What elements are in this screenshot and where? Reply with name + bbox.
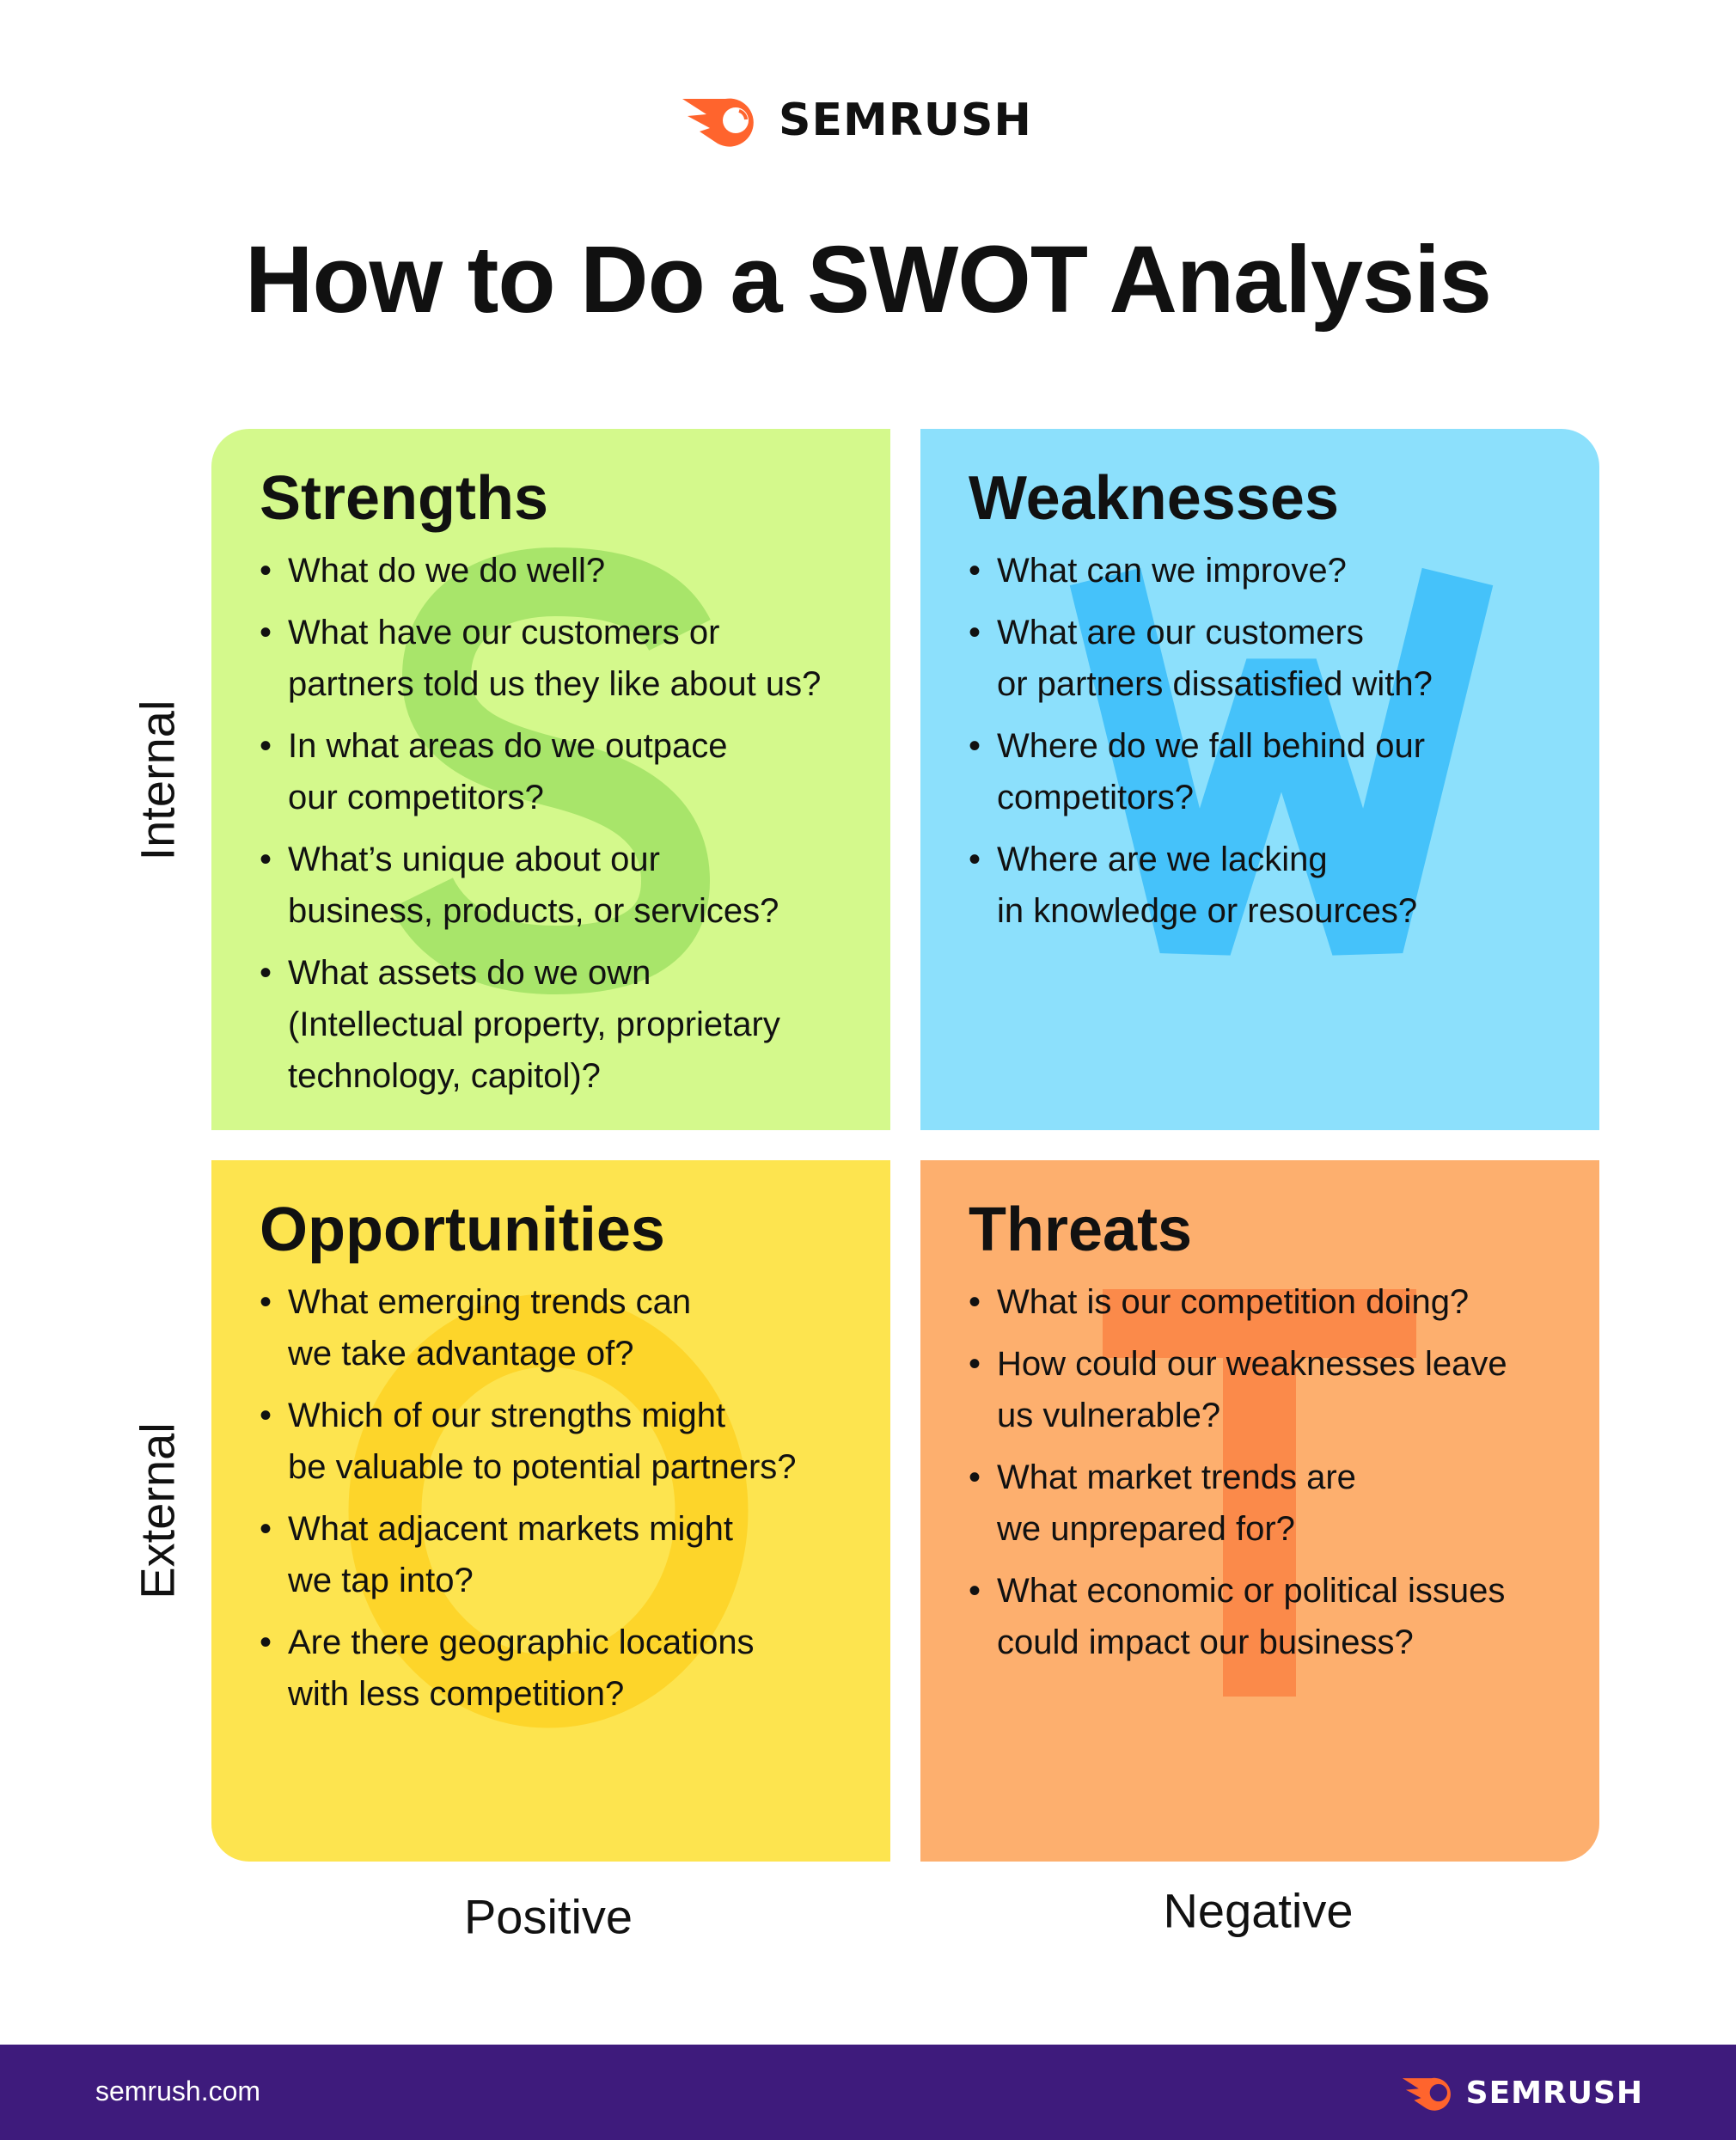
list-item: What adjacent markets might we tap into? — [260, 1503, 878, 1606]
list-item: What emerging trends can we take advanta… — [260, 1276, 878, 1379]
list-item: What have our customers or partners told… — [260, 607, 878, 710]
list-item: What’s unique about our business, produc… — [260, 834, 878, 937]
axis-label-internal: Internal — [130, 700, 185, 861]
opportunities-heading: Opportunities — [260, 1195, 665, 1264]
strengths-list: What do we do well? What have our custom… — [260, 545, 878, 1112]
list-item: Which of our strengths might be valuable… — [260, 1390, 878, 1493]
list-item: What market trends are we unprepared for… — [969, 1452, 1587, 1555]
list-item: What do we do well? — [260, 545, 878, 596]
page-title: How to Do a SWOT Analysis — [245, 227, 1492, 333]
opportunities-list: What emerging trends can we take advanta… — [260, 1276, 878, 1730]
weaknesses-list: What can we improve? What are our custom… — [969, 545, 1587, 947]
brand-name: SEMRUSH — [779, 95, 1032, 146]
list-item: Where are we lacking in knowledge or res… — [969, 834, 1587, 937]
list-item: What can we improve? — [969, 545, 1587, 596]
semrush-fireball-icon — [682, 98, 754, 147]
footer-logo: SEMRUSH — [1401, 2074, 1643, 2112]
footer: semrush.com SEMRUSH — [0, 2045, 1736, 2140]
axis-label-external: External — [130, 1422, 185, 1599]
strengths-heading: Strengths — [260, 464, 549, 533]
list-item: In what areas do we outpace our competit… — [260, 720, 878, 823]
list-item: What economic or political issues could … — [969, 1565, 1587, 1668]
semrush-fireball-icon — [1402, 2077, 1451, 2111]
list-item: How could our weaknesses leave us vulner… — [969, 1338, 1587, 1441]
footer-url[interactable]: semrush.com — [95, 2076, 261, 2106]
threats-list: What is our competition doing? How could… — [969, 1276, 1587, 1678]
semrush-logo: SEMRUSH — [681, 93, 1032, 148]
threats-heading: Threats — [969, 1195, 1193, 1264]
weaknesses-heading: Weaknesses — [969, 464, 1339, 533]
list-item: What is our competition doing? — [969, 1276, 1587, 1328]
weaknesses-quadrant: Weaknesses What can we improve? What are… — [920, 429, 1599, 1130]
threats-quadrant: Threats What is our competition doing? H… — [920, 1160, 1599, 1862]
footer-brand-name: SEMRUSH — [1465, 2075, 1643, 2111]
axis-label-negative: Negative — [1163, 1883, 1354, 1938]
list-item: What assets do we own (Intellectual prop… — [260, 947, 878, 1102]
axis-label-positive: Positive — [463, 1889, 633, 1944]
list-item: Where do we fall behind our competitors? — [969, 720, 1587, 823]
opportunities-quadrant: Opportunities What emerging trends can w… — [211, 1160, 890, 1862]
list-item: Are there geographic locations with less… — [260, 1617, 878, 1720]
strengths-quadrant: Strengths What do we do well? What have … — [211, 429, 890, 1130]
list-item: What are our customers or partners dissa… — [969, 607, 1587, 710]
